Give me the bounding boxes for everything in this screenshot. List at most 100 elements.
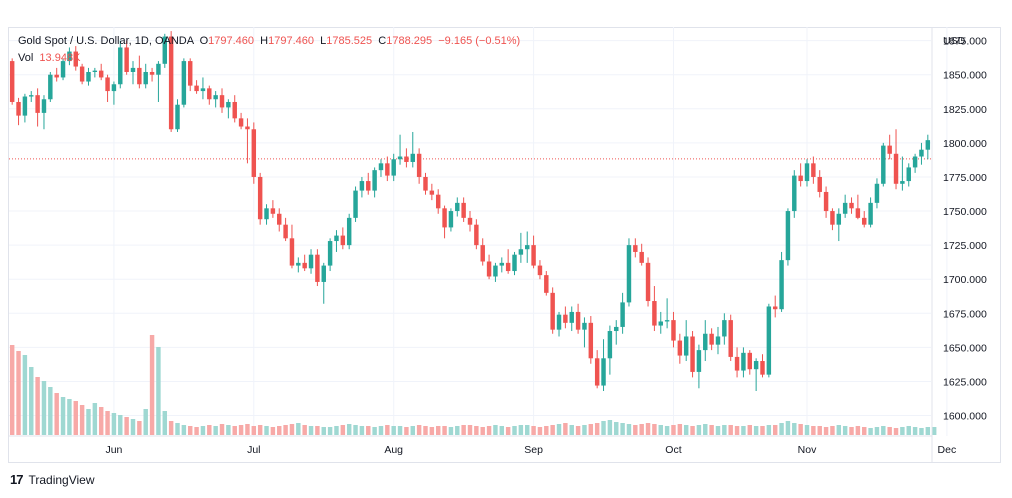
volume-bar <box>728 425 733 435</box>
candle-body <box>874 183 880 203</box>
candle-body <box>868 202 873 225</box>
candle-body <box>836 213 842 225</box>
candle-body <box>105 77 110 92</box>
volume-bar <box>391 426 396 435</box>
volume-value: 13.948K <box>39 52 81 64</box>
candle-body <box>633 245 638 252</box>
time-axis[interactable]: Jun Jul Aug Sep Oct Nov Dec <box>105 444 956 456</box>
volume-bar <box>493 425 498 435</box>
candle-body <box>35 95 40 113</box>
volume-bar <box>359 426 365 435</box>
volume-bar <box>531 426 536 435</box>
volume-bar <box>277 426 282 435</box>
price-tick-label: 1850.000 <box>943 70 987 82</box>
candle-body <box>544 275 549 293</box>
tradingview-logo-text: TradingView <box>28 472 95 487</box>
volume-bar <box>92 403 98 435</box>
close-label: C <box>378 35 387 47</box>
candle-body <box>798 175 803 182</box>
candle-body <box>461 202 466 218</box>
candle-body <box>474 224 479 246</box>
volume-bar <box>817 426 822 435</box>
candle-body <box>340 235 346 246</box>
candle-body <box>302 262 307 269</box>
volume-bar <box>563 423 568 435</box>
time-tick-label: Sep <box>524 444 543 456</box>
volume-bar <box>79 405 85 435</box>
candle-body <box>219 95 225 108</box>
candle-body <box>60 61 66 78</box>
volume-bar <box>868 428 873 435</box>
candle-body <box>709 333 714 345</box>
candle-body <box>86 71 91 82</box>
volume-bar <box>257 425 263 435</box>
candle-body <box>919 149 924 157</box>
tradingview-logo[interactable]: 17 TradingView <box>10 472 95 487</box>
volume-bar <box>461 425 466 435</box>
volume-bar <box>181 425 187 435</box>
low-label: L <box>320 35 327 47</box>
candle-body <box>912 156 918 168</box>
volume-bar <box>467 425 473 435</box>
volume-bar <box>703 424 708 435</box>
candle-body <box>423 176 428 191</box>
volume-bar <box>397 426 403 435</box>
volume-bar <box>556 424 562 435</box>
volume-bar <box>601 421 606 435</box>
price-tick-label: 1725.000 <box>943 240 987 252</box>
volume-bar <box>893 428 899 435</box>
volume-bar <box>353 425 358 435</box>
candle-body <box>741 352 746 371</box>
volume-bar <box>238 425 244 435</box>
candle-body <box>766 306 772 375</box>
volume-bar <box>149 335 155 435</box>
volume-bar <box>41 381 47 435</box>
candle-body <box>849 202 854 209</box>
candle-body <box>277 213 282 225</box>
volume-bar <box>499 426 505 435</box>
time-tick-label: Dec <box>938 444 957 456</box>
volume-bar <box>677 424 683 435</box>
volume-bar <box>798 424 803 435</box>
volume-bar <box>448 427 454 435</box>
volume-bar <box>60 397 66 435</box>
volume-bar <box>308 426 314 435</box>
volume-bar <box>664 426 670 435</box>
candle-body <box>760 361 765 375</box>
candle-body <box>811 163 816 177</box>
volume-bar <box>118 415 123 435</box>
volume-bar <box>226 425 231 435</box>
volume-bar <box>486 426 492 435</box>
volume-bar <box>811 426 816 435</box>
candle-body <box>251 129 257 177</box>
volume-bar <box>906 426 911 435</box>
volume-bars <box>9 335 937 435</box>
candle-body <box>168 36 174 130</box>
volume-bar <box>404 427 409 435</box>
low-value: 1785.525 <box>326 35 373 47</box>
volume-bar <box>200 426 206 435</box>
volume-bar <box>881 426 886 435</box>
open-value: 1797.460 <box>208 35 255 47</box>
volume-bar <box>607 420 613 435</box>
volume-bar <box>480 427 485 435</box>
candle-body <box>601 358 606 386</box>
candle-body <box>404 156 409 162</box>
chart-frame <box>8 27 1001 463</box>
price-axis[interactable]: 1600.000 1625.000 1650.000 1675.000 1700.000… <box>943 36 987 423</box>
candle-body <box>823 191 829 212</box>
volume-bar <box>156 347 161 435</box>
candle-body <box>683 336 689 356</box>
volume-bar <box>334 426 339 435</box>
candle-body <box>264 208 269 220</box>
currency-label: USD <box>943 35 966 47</box>
price-tick-label: 1700.000 <box>943 274 987 286</box>
volume-bar <box>887 427 892 435</box>
candle-body <box>575 311 581 330</box>
volume-bar <box>130 419 136 435</box>
candle-body <box>346 217 352 246</box>
candle-body <box>512 254 517 272</box>
volume-bar <box>416 425 422 435</box>
candle-body <box>747 352 753 370</box>
